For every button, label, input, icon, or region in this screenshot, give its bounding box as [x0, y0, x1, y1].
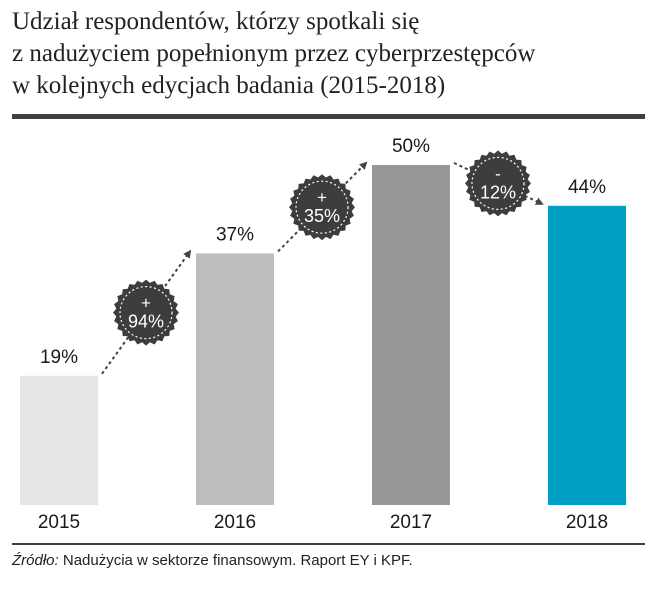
change-badge-ring-1 — [119, 286, 173, 340]
source-note: Źródło: Nadużycia w sektorze finansowym.… — [12, 552, 652, 569]
change-badge-1 — [113, 279, 179, 346]
change-badge-3 — [465, 150, 531, 217]
change-value-1: 94% — [128, 312, 164, 332]
category-label-2018: 2018 — [566, 512, 608, 533]
category-label-2017: 2017 — [390, 512, 432, 533]
bar-2018 — [548, 205, 626, 506]
chart-title-line-2: z nadużyciem popełnionym przez cyberprze… — [12, 40, 536, 67]
chart-title: Udział respondentów, którzy spotkali się… — [12, 6, 652, 102]
value-label-2017: 50% — [392, 136, 430, 157]
category-label-2016: 2016 — [214, 512, 256, 533]
category-label-2015: 2015 — [38, 512, 80, 533]
change-value-3: 12% — [480, 182, 516, 202]
bar-2017 — [372, 165, 450, 505]
chart-title-line-1: Udział respondentów, którzy spotkali się — [12, 8, 420, 35]
change-sign-1: + — [141, 294, 151, 313]
title-divider — [12, 114, 645, 119]
source-label: Źródło: — [12, 552, 59, 569]
change-badge-ring-3 — [471, 156, 525, 210]
change-badge-ring-2 — [295, 180, 349, 234]
change-value-2: 35% — [304, 206, 340, 226]
value-label-2015: 19% — [40, 347, 78, 368]
source-text: Nadużycia w sektorze finansowym. Raport … — [58, 552, 413, 569]
change-badge-2 — [289, 174, 355, 241]
bar-2015 — [20, 375, 98, 505]
source-divider — [12, 543, 645, 545]
change-sign-3: - — [495, 164, 501, 183]
chart-title-line-3: w kolejnych edycjach badania (2015-2018) — [12, 72, 446, 99]
value-label-2016: 37% — [216, 224, 254, 245]
value-label-2018: 44% — [568, 177, 606, 198]
change-sign-2: + — [317, 188, 327, 207]
bar-2016 — [196, 253, 274, 505]
change-arrow-1 — [101, 249, 192, 375]
